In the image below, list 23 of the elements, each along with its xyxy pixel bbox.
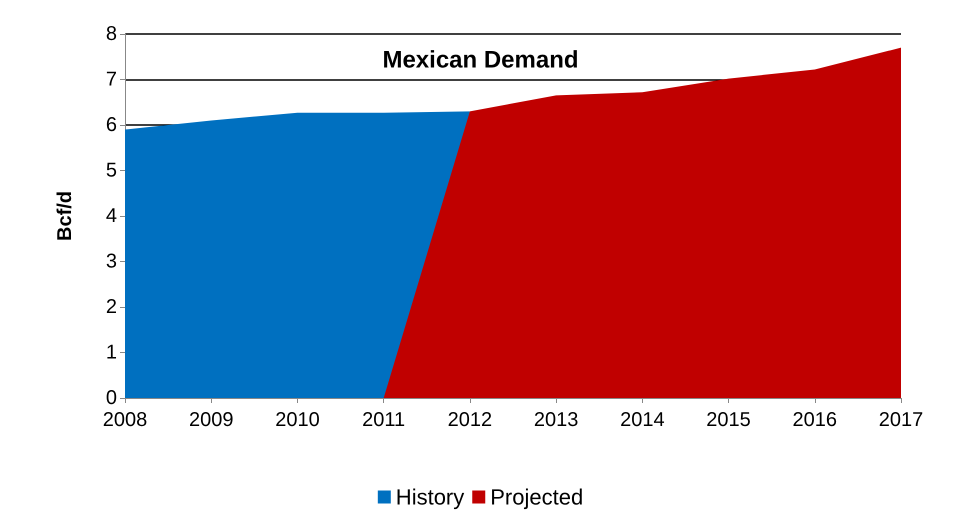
x-tick-label: 2017 [878,409,924,431]
x-tick-label: 2008 [102,409,148,431]
x-tick-label: 2010 [275,409,320,431]
y-tick-label: 2 [106,296,117,318]
x-tick-label: 2013 [534,409,578,431]
text: Mexican Demand [382,46,579,74]
x-tick-label: 2009 [188,409,234,431]
y-axis-title: Bcf/d [54,191,76,241]
x-tick-label: 2012 [448,409,492,431]
y-tick-label: 3 [106,250,117,272]
x-tick-label: 2015 [706,409,751,431]
x-tick-label: 2011 [362,409,406,431]
y-tick-label: 1 [106,342,117,364]
y-tick-label: 8 [106,23,117,45]
y-tick-label: 7 [106,68,117,90]
y-tick-label: 0 [106,387,117,409]
x-tick-label: 2014 [620,409,665,431]
y-tick-label: 4 [106,205,117,227]
y-tick-label: 6 [106,114,117,136]
y-tick-label: 5 [106,160,117,182]
x-tick-label: 2016 [792,409,838,431]
legend-label: History [396,484,464,510]
legend-label: Projected [490,484,584,510]
